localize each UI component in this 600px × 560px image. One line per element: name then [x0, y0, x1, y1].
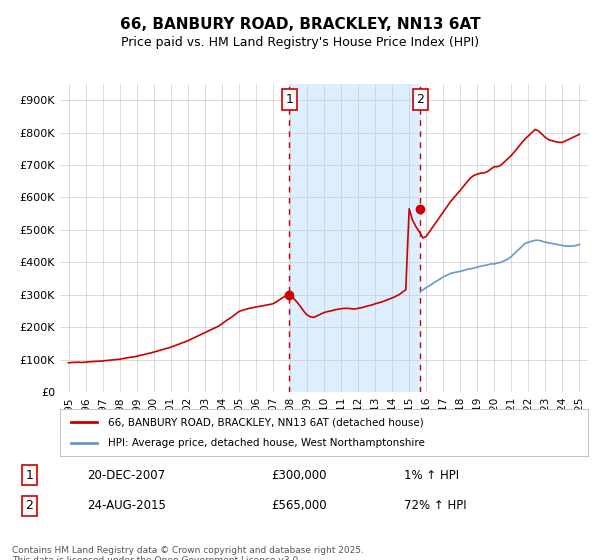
- Text: 1: 1: [25, 469, 33, 482]
- Text: 20-DEC-2007: 20-DEC-2007: [87, 469, 165, 482]
- Text: £565,000: £565,000: [271, 500, 327, 512]
- Text: 72% ↑ HPI: 72% ↑ HPI: [404, 500, 466, 512]
- Text: 1: 1: [286, 93, 293, 106]
- Text: 24-AUG-2015: 24-AUG-2015: [87, 500, 166, 512]
- Text: 2: 2: [416, 93, 424, 106]
- Text: 2: 2: [25, 500, 33, 512]
- Text: 1% ↑ HPI: 1% ↑ HPI: [404, 469, 459, 482]
- Text: HPI: Average price, detached house, West Northamptonshire: HPI: Average price, detached house, West…: [107, 438, 424, 448]
- Text: Price paid vs. HM Land Registry's House Price Index (HPI): Price paid vs. HM Land Registry's House …: [121, 36, 479, 49]
- Bar: [289, 84, 420, 392]
- Text: 66, BANBURY ROAD, BRACKLEY, NN13 6AT: 66, BANBURY ROAD, BRACKLEY, NN13 6AT: [119, 17, 481, 32]
- Text: Contains HM Land Registry data © Crown copyright and database right 2025.
This d: Contains HM Land Registry data © Crown c…: [12, 546, 364, 560]
- Text: £300,000: £300,000: [271, 469, 326, 482]
- Text: 66, BANBURY ROAD, BRACKLEY, NN13 6AT (detached house): 66, BANBURY ROAD, BRACKLEY, NN13 6AT (de…: [107, 417, 423, 427]
